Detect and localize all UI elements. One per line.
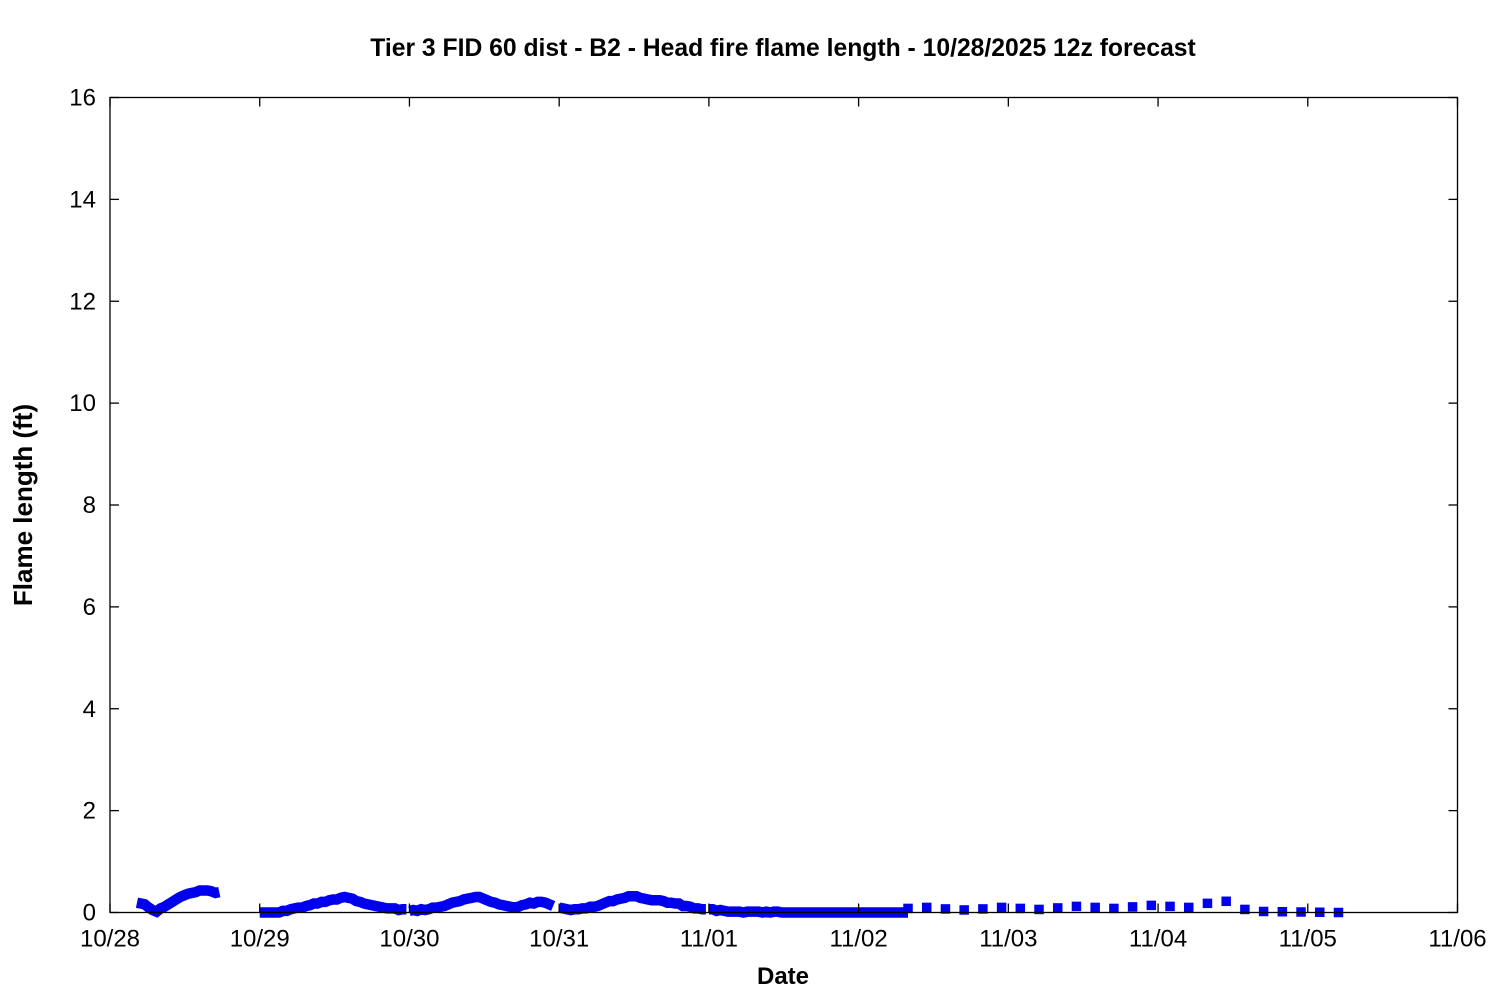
svg-text:6: 6 bbox=[83, 594, 96, 621]
svg-text:11/01: 11/01 bbox=[680, 926, 738, 953]
svg-text:Tier 3 FID 60 dist - B2 - Head: Tier 3 FID 60 dist - B2 - Head fire flam… bbox=[370, 35, 1196, 62]
svg-text:2: 2 bbox=[83, 798, 96, 825]
svg-text:Flame length (ft): Flame length (ft) bbox=[8, 404, 38, 606]
svg-text:10: 10 bbox=[69, 390, 96, 417]
svg-text:11/04: 11/04 bbox=[1129, 926, 1187, 953]
svg-text:8: 8 bbox=[83, 492, 96, 519]
svg-text:11/02: 11/02 bbox=[829, 926, 887, 953]
svg-text:10/28: 10/28 bbox=[80, 926, 140, 953]
svg-text:10/29: 10/29 bbox=[230, 926, 290, 953]
svg-text:14: 14 bbox=[69, 186, 96, 213]
svg-text:0: 0 bbox=[83, 900, 96, 927]
svg-text:10/31: 10/31 bbox=[529, 926, 589, 953]
svg-text:11/06: 11/06 bbox=[1428, 926, 1486, 953]
svg-text:11/03: 11/03 bbox=[979, 926, 1037, 953]
svg-text:10/30: 10/30 bbox=[379, 926, 439, 953]
svg-text:Date: Date bbox=[757, 963, 809, 990]
svg-text:16: 16 bbox=[69, 85, 96, 112]
svg-text:11/05: 11/05 bbox=[1279, 926, 1337, 953]
svg-text:4: 4 bbox=[83, 696, 96, 723]
svg-text:12: 12 bbox=[69, 288, 96, 315]
